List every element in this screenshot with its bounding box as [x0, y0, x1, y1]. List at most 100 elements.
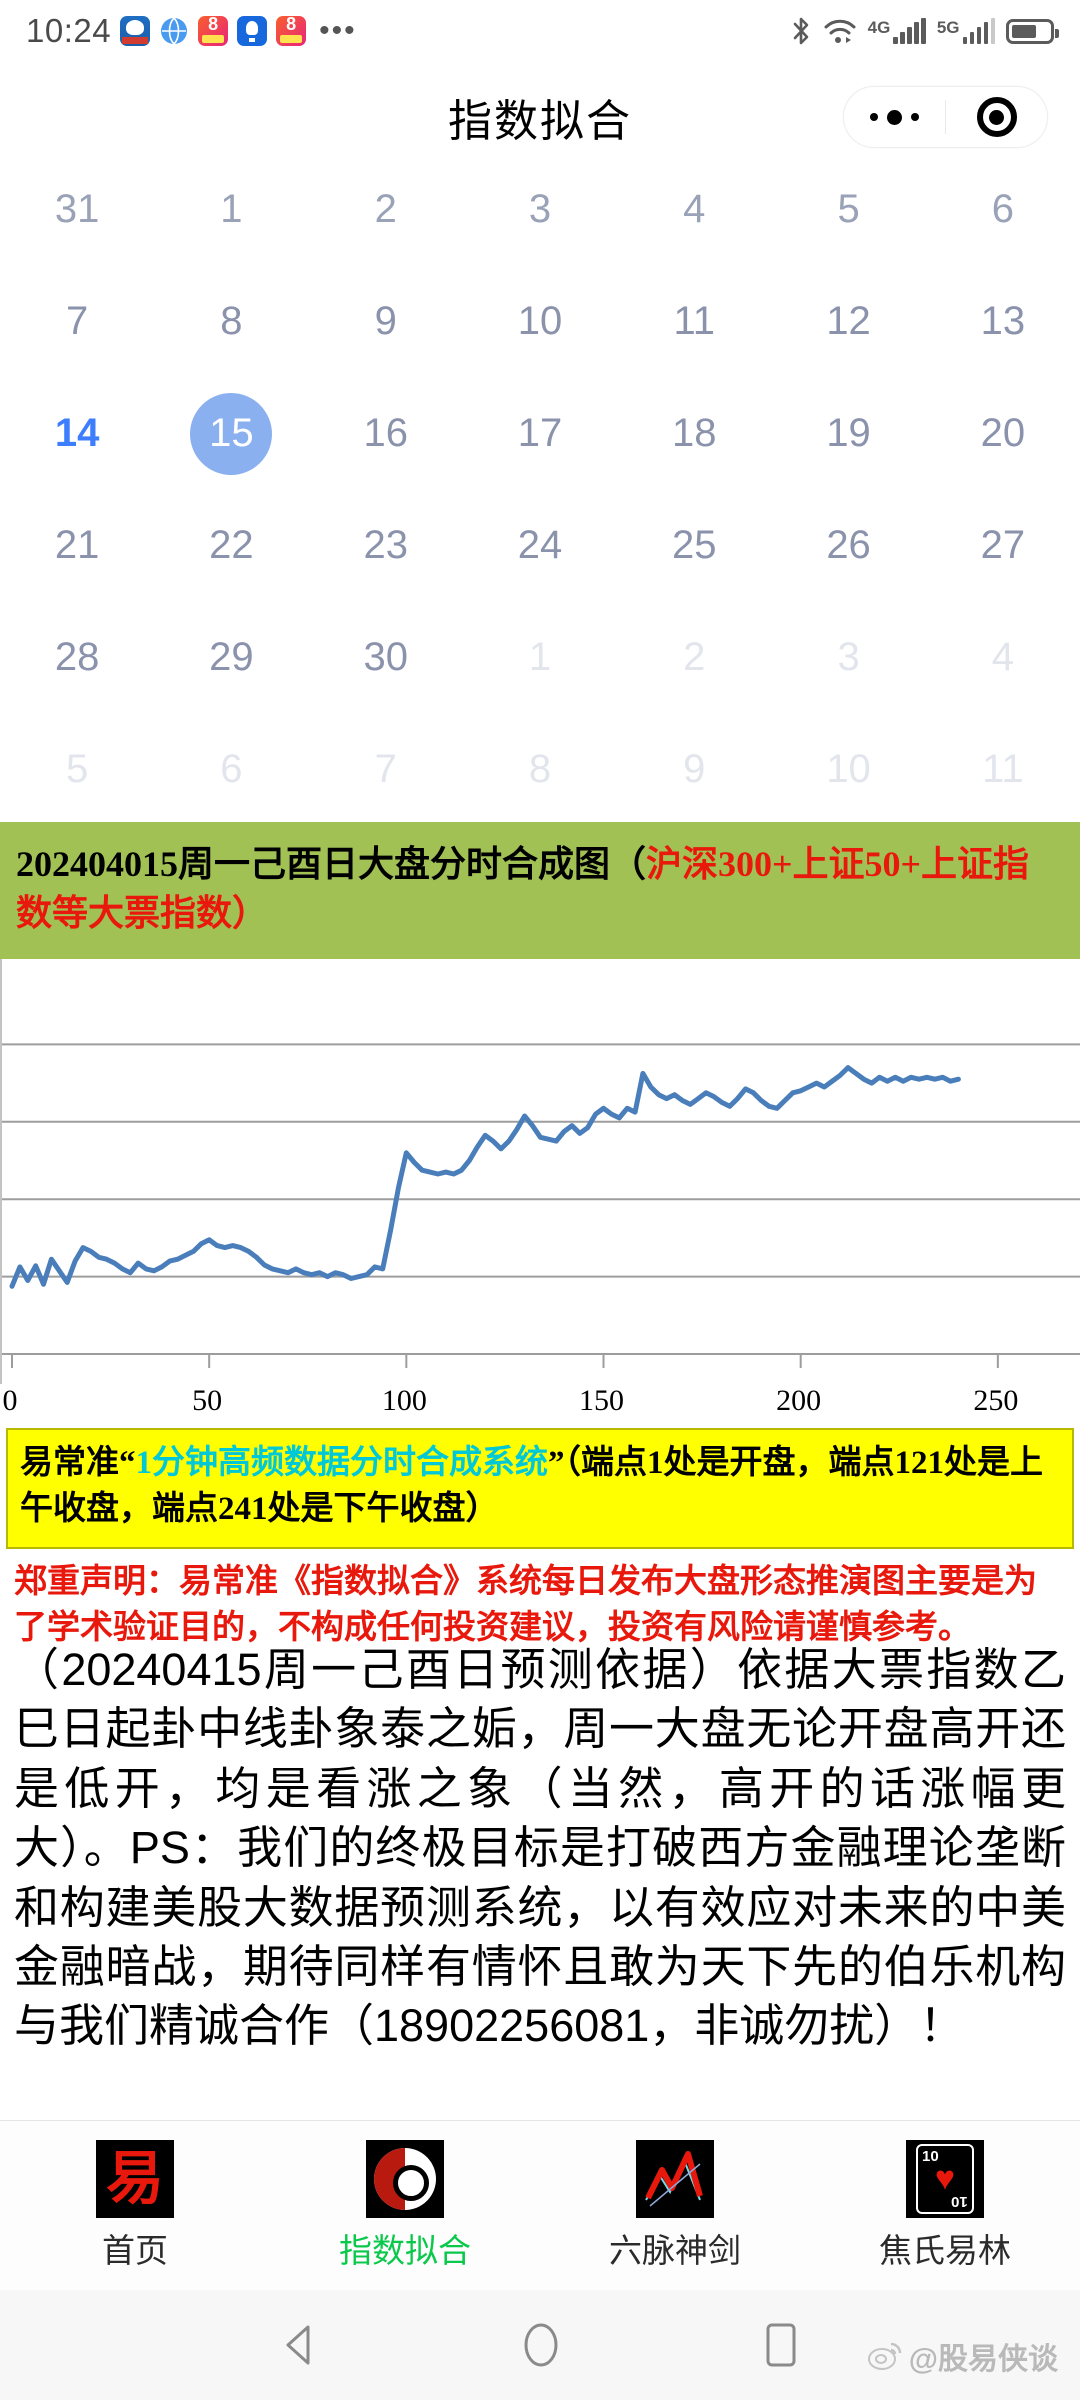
calendar-day-label: 7 — [66, 299, 89, 343]
tab-six-pulse-sword-label: 六脉神剑 — [609, 2231, 741, 2269]
weibo-watermark: @股易侠谈 — [867, 2334, 1058, 2378]
banner-post: ”（端点1处是开盘，端点121处是上午收盘，端点241处是下午收盘） — [20, 1445, 1043, 1528]
calendar-day-20[interactable]: 20 — [926, 396, 1080, 471]
calendar-day-label: 2 — [374, 187, 397, 231]
calendar-day-11[interactable]: 11 — [617, 284, 771, 359]
calendar-day-29[interactable]: 29 — [154, 620, 308, 695]
calendar-day-label: 16 — [363, 411, 408, 455]
status-bar-left: 10:24 ••• — [26, 12, 357, 50]
calendar-panel[interactable]: 31 1 2 3 4 5 6 7 8 9 10 11 12 13 14 15 16 17 18 19 20 21 22 23 2… — [0, 172, 1080, 822]
calendar-day-1[interactable]: 1 — [154, 172, 308, 247]
calendar-day-label: 10 — [826, 747, 871, 791]
calendar-day-11[interactable]: 11 — [926, 732, 1080, 807]
calendar-day-6[interactable]: 6 — [926, 172, 1080, 247]
calendar-day-10[interactable]: 10 — [463, 284, 617, 359]
calendar-week-row: 28 29 30 1 2 3 4 — [0, 620, 1080, 695]
tab-home-label: 首页 — [102, 2231, 168, 2269]
calendar-day-21[interactable]: 21 — [0, 508, 154, 583]
calendar-day-1[interactable]: 1 — [463, 620, 617, 695]
calendar-day-27[interactable]: 27 — [926, 508, 1080, 583]
calendar-day-label: 13 — [980, 299, 1026, 343]
intraday-chart — [0, 959, 1080, 1385]
close-target-icon[interactable] — [946, 97, 1047, 137]
calendar-day-label: 28 — [54, 635, 100, 679]
calendar-day-7[interactable]: 7 — [309, 732, 463, 807]
recents-square-icon[interactable] — [762, 2321, 800, 2369]
tab-jiaoshi-yilin[interactable]: 10 ♥ 10 焦氏易林 — [810, 2139, 1080, 2272]
tab-jiaoshi-yilin-label: 焦氏易林 — [879, 2231, 1011, 2269]
calendar-day-3[interactable]: 3 — [463, 172, 617, 247]
calendar-week-row: 31 1 2 3 4 5 6 — [0, 172, 1080, 247]
chart-x-tick-label: 200 — [776, 1384, 822, 1418]
calendar-day-24[interactable]: 24 — [463, 508, 617, 583]
calendar-day-8[interactable]: 8 — [463, 732, 617, 807]
calendar-day-label: 5 — [837, 187, 860, 231]
calendar-day-10[interactable]: 10 — [771, 732, 925, 807]
calendar-day-9[interactable]: 9 — [617, 732, 771, 807]
calendar-day-19[interactable]: 19 — [771, 396, 925, 471]
tab-six-pulse-sword[interactable]: 六脉神剑 — [540, 2139, 810, 2272]
calendar-day-28[interactable]: 28 — [0, 620, 154, 695]
calendar-day-5[interactable]: 5 — [0, 732, 154, 807]
calendar-day-3[interactable]: 3 — [771, 620, 925, 695]
wifi-icon — [823, 17, 857, 45]
home-circle-icon[interactable] — [520, 2321, 562, 2369]
tab-index-fitting[interactable]: 指数拟合 — [270, 2139, 540, 2272]
calendar-day-label: 9 — [374, 299, 397, 343]
calendar-day-label: 1 — [220, 187, 243, 231]
calendar-week-row: 5 6 7 8 9 10 11 — [0, 732, 1080, 807]
calendar-day-30[interactable]: 30 — [309, 620, 463, 695]
calendar-day-label: 3 — [837, 635, 860, 679]
status-bar-right: 4G 5G — [790, 16, 1059, 46]
browser-globe-icon — [159, 16, 190, 46]
system-navigation-bar[interactable]: @股易侠谈 — [0, 2290, 1080, 2400]
calendar-day-label: 18 — [672, 411, 717, 455]
calendar-day-label: 7 — [374, 747, 397, 791]
calendar-day-31[interactable]: 31 — [0, 172, 154, 247]
calendar-day-5[interactable]: 5 — [771, 172, 925, 247]
calendar-day-12[interactable]: 12 — [771, 284, 925, 359]
calendar-day-2[interactable]: 2 — [617, 620, 771, 695]
status-overflow-icon: ••• — [319, 14, 357, 47]
chart-x-tick-label: 150 — [579, 1384, 624, 1418]
calendar-day-label: 30 — [363, 635, 408, 679]
miniprogram-capsule[interactable] — [843, 86, 1048, 148]
calendar-day-9[interactable]: 9 — [309, 284, 463, 359]
page-title: 指数拟合 — [448, 97, 632, 146]
calendar-day-label: 12 — [826, 299, 871, 343]
calendar-day-16[interactable]: 16 — [309, 396, 463, 471]
chart-x-tick-label: 250 — [973, 1384, 1019, 1418]
battery-icon — [1006, 18, 1059, 44]
app-navbar: 指数拟合 — [0, 62, 1080, 172]
calendar-day-label: 11 — [982, 747, 1024, 791]
disclaimer-text: 郑重声明：易常准《指数拟合》系统每日发布大盘形态推演图主要是为了学术验证目的，不… — [14, 1563, 1037, 1647]
calendar-day-25[interactable]: 25 — [617, 508, 771, 583]
calendar-day-8[interactable]: 8 — [154, 284, 308, 359]
calendar-day-6[interactable]: 6 — [154, 732, 308, 807]
calendar-day-15[interactable]: 15 — [154, 392, 308, 475]
calendar-day-22[interactable]: 22 — [154, 508, 308, 583]
calendar-day-18[interactable]: 18 — [617, 396, 771, 471]
calendar-day-4[interactable]: 4 — [617, 172, 771, 247]
calendar-day-7[interactable]: 7 — [0, 284, 154, 359]
kuaishou-icon — [198, 16, 229, 46]
calendar-day-17[interactable]: 17 — [463, 396, 617, 471]
chart-canvas — [2, 1043, 1080, 1369]
calendar-day-label: 24 — [517, 523, 563, 567]
back-triangle-icon[interactable] — [280, 2323, 320, 2367]
calendar-day-4[interactable]: 4 — [926, 620, 1080, 695]
calendar-day-label: 27 — [980, 523, 1026, 567]
calendar-day-14[interactable]: 14 — [0, 396, 154, 471]
signal-4g-icon: 4G — [868, 17, 926, 44]
banner-system-name: 1分钟高频数据分时合成系统 — [135, 1445, 549, 1482]
calendar-day-label: 25 — [672, 523, 717, 567]
calendar-day-label: 9 — [683, 747, 706, 791]
calendar-day-23[interactable]: 23 — [309, 508, 463, 583]
bottom-tab-bar[interactable]: 易 首页 指数拟合 六脉神剑 10 ♥ 10 焦氏易林 — [0, 2120, 1080, 2290]
calendar-day-26[interactable]: 26 — [771, 508, 925, 583]
tab-home[interactable]: 易 首页 — [0, 2139, 270, 2272]
calendar-day-2[interactable]: 2 — [309, 172, 463, 247]
calendar-day-13[interactable]: 13 — [926, 284, 1080, 359]
prediction-body-text: （20240415周一己酉日预测依据）依据大票指数乙巳日起卦中线卦象泰之姤，周一… — [14, 1644, 1066, 2052]
more-menu-icon[interactable] — [844, 109, 945, 125]
